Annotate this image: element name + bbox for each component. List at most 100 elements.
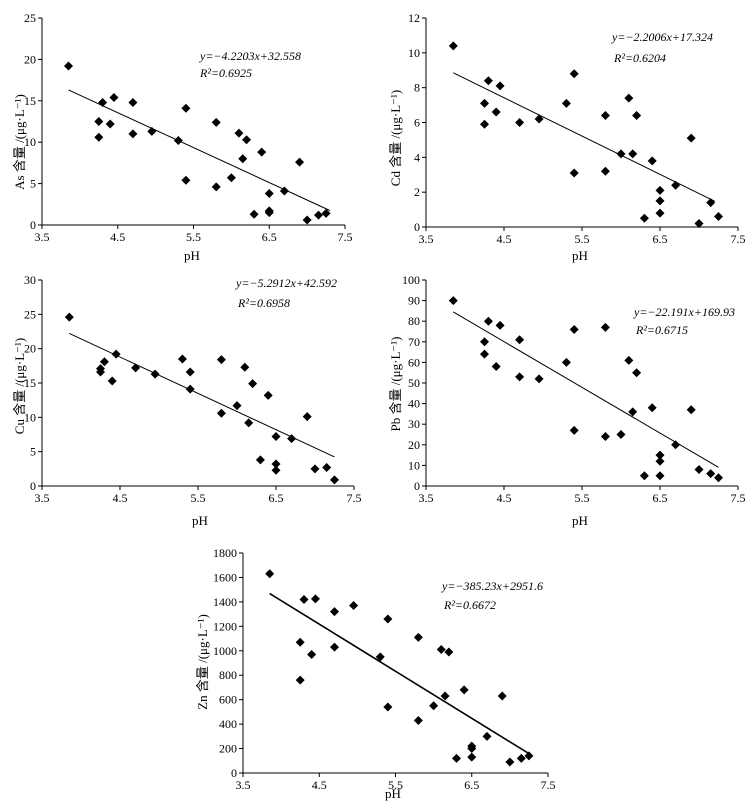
data-point xyxy=(94,117,104,126)
data-point xyxy=(616,430,626,439)
data-point xyxy=(624,355,634,365)
data-point xyxy=(655,185,665,195)
data-point xyxy=(257,147,267,157)
y-axis-label: Cu 含量 /(μg·L⁻¹) xyxy=(12,338,27,434)
y-axis-label: Zn 含量 /(μg·L⁻¹) xyxy=(195,614,210,710)
x-axis-label: pH xyxy=(572,513,588,528)
regression-equation: y=−4.2203x+32.558 xyxy=(199,49,301,63)
data-point xyxy=(279,186,289,196)
data-point xyxy=(271,465,281,475)
data-point xyxy=(632,111,642,121)
data-point xyxy=(375,652,385,662)
data-point xyxy=(177,354,187,364)
data-point xyxy=(647,156,657,166)
data-point xyxy=(242,135,252,145)
y-tick-label: 400 xyxy=(219,717,237,731)
y-tick-label: 5 xyxy=(30,177,36,191)
x-axis-label: pH xyxy=(184,248,200,263)
y-tick-label: 15 xyxy=(24,94,36,108)
data-point xyxy=(655,456,665,466)
r-squared-label: R²=0.6204 xyxy=(613,51,666,65)
data-point xyxy=(109,92,119,102)
chart-panel-pb: Pb 含量 /(μg·L⁻¹) pH y=−22.191x+169.93 R²=… xyxy=(388,273,746,528)
data-point xyxy=(714,473,723,483)
data-point xyxy=(505,757,515,767)
data-point xyxy=(483,76,493,86)
data-point xyxy=(107,376,117,386)
data-point xyxy=(131,363,141,373)
x-tick-label: 7.5 xyxy=(731,232,746,246)
data-point xyxy=(216,408,226,418)
data-point xyxy=(459,685,469,695)
data-point xyxy=(467,744,477,754)
y-tick-label: 70 xyxy=(408,335,420,349)
data-point xyxy=(480,98,489,108)
x-tick-label: 4.5 xyxy=(110,230,125,244)
x-tick-label: 6.5 xyxy=(653,232,668,246)
data-point xyxy=(264,189,274,199)
data-point xyxy=(480,119,489,129)
y-tick-label: 8 xyxy=(414,81,420,95)
data-point xyxy=(244,418,254,428)
r-squared-label: R²=0.6925 xyxy=(199,66,252,80)
data-point xyxy=(628,149,638,159)
data-point xyxy=(440,691,450,701)
y-axis-label: As 含量 /(μg·L⁻¹) xyxy=(12,94,27,190)
data-point xyxy=(240,362,250,372)
data-point xyxy=(321,208,331,218)
data-point xyxy=(491,107,501,117)
x-tick-label: 4.5 xyxy=(113,491,128,505)
data-point xyxy=(600,166,610,176)
data-point xyxy=(686,133,696,143)
y-tick-label: 10 xyxy=(24,135,36,149)
data-point xyxy=(628,407,638,417)
data-point xyxy=(686,405,696,415)
data-point xyxy=(639,471,649,481)
data-point xyxy=(706,469,716,479)
data-point xyxy=(600,322,610,332)
data-point xyxy=(234,128,244,138)
y-tick-label: 20 xyxy=(24,342,36,356)
r-squared-label: R²=0.6958 xyxy=(237,296,290,310)
data-point xyxy=(96,364,105,374)
chart-panel-as: As 含量 /(μg·L⁻¹) pH y=−4.2203x+32.558 R²=… xyxy=(12,11,353,263)
x-tick-label: 5.5 xyxy=(388,778,403,792)
data-point xyxy=(534,374,544,384)
data-point xyxy=(495,81,505,91)
data-point xyxy=(264,206,274,216)
regression-equation: y=−5.2912x+42.592 xyxy=(235,276,337,290)
data-point xyxy=(671,440,681,450)
data-point xyxy=(310,464,320,474)
y-tick-label: 25 xyxy=(24,11,36,25)
regression-equation: y=−22.191x+169.93 xyxy=(633,305,735,319)
y-tick-label: 1000 xyxy=(213,644,237,658)
y-tick-label: 15 xyxy=(24,376,36,390)
y-tick-label: 12 xyxy=(408,11,420,25)
data-point xyxy=(232,401,242,411)
data-point xyxy=(515,118,525,127)
y-tick-label: 1800 xyxy=(213,546,237,560)
x-tick-label: 7.5 xyxy=(347,491,362,505)
x-tick-label: 3.5 xyxy=(236,778,251,792)
y-tick-label: 60 xyxy=(408,355,420,369)
y-tick-label: 1200 xyxy=(213,619,237,633)
data-point xyxy=(569,324,579,334)
y-tick-label: 10 xyxy=(408,46,420,60)
x-axis-label: pH xyxy=(192,513,208,528)
data-point xyxy=(413,632,423,642)
data-point xyxy=(181,175,191,185)
x-tick-label: 4.5 xyxy=(312,778,327,792)
data-point xyxy=(128,97,138,107)
data-point xyxy=(515,372,525,382)
x-tick-label: 3.5 xyxy=(419,232,434,246)
data-point xyxy=(561,357,571,367)
x-tick-label: 4.5 xyxy=(497,491,512,505)
data-point xyxy=(632,368,642,378)
data-point xyxy=(694,465,704,475)
data-point xyxy=(211,182,221,192)
y-tick-label: 30 xyxy=(24,273,36,287)
x-tick-label: 3.5 xyxy=(35,230,50,244)
x-tick-label: 3.5 xyxy=(419,491,434,505)
x-tick-label: 5.5 xyxy=(575,491,590,505)
